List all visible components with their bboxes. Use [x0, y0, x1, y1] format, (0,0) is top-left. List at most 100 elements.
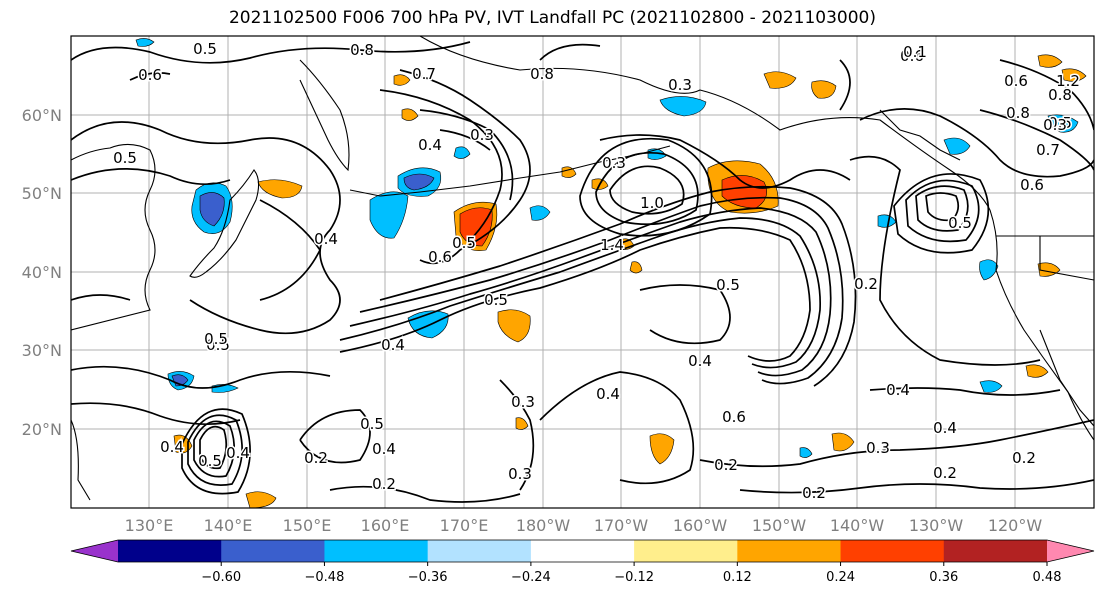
coastlines — [71, 36, 1094, 501]
pv-positive-region — [1025, 364, 1049, 378]
lat-label: 30°N — [22, 341, 62, 360]
colorbar-extend-max — [1047, 540, 1094, 562]
contour-label: 0.6 — [138, 66, 162, 84]
contour-label: 0.4 — [160, 438, 184, 456]
contour-label: 0.8 — [350, 41, 374, 59]
pv-negative-region — [199, 192, 225, 227]
typhoon-contour — [193, 420, 235, 478]
pv-negative-region — [135, 38, 155, 47]
contour-label: 0.4 — [933, 419, 957, 437]
contour-label: 0.2 — [802, 484, 826, 502]
pv-negative-region — [979, 380, 1003, 393]
pv-negative-region — [647, 148, 667, 160]
lon-label: 140°E — [204, 516, 253, 535]
contour-label: 0.4 — [314, 230, 338, 248]
lon-label: 180°W — [516, 516, 571, 535]
pv-positive-region — [257, 179, 303, 199]
pv-positive-region — [763, 71, 797, 89]
contour-label: 0.6 — [1020, 176, 1044, 194]
colorbar-tick-label: −0.60 — [201, 570, 241, 585]
ivt-plume-contour — [339, 226, 811, 362]
contour-label: 0.2 — [933, 464, 957, 482]
contour-label: 1.0 — [640, 194, 664, 212]
lon-label: 150°E — [283, 516, 332, 535]
pv-negative-region — [369, 191, 409, 239]
contour-label: 1.4 — [600, 236, 624, 254]
contour-label: 0.4 — [886, 381, 910, 399]
contour-label: 0.4 — [381, 336, 405, 354]
colorbar-swatch — [118, 540, 222, 562]
contour-label: 0.2 — [854, 275, 878, 293]
contour-label: 0.8 — [1048, 86, 1072, 104]
pv-positive-region — [515, 417, 529, 430]
low-center-contour — [893, 173, 990, 254]
contour-label: 0.6 — [428, 248, 452, 266]
low-center-contour — [925, 192, 960, 222]
colorbar-tick-label: 0.12 — [723, 570, 752, 585]
lon-label: 120°W — [988, 516, 1043, 535]
contour-label: 0.3 — [602, 154, 626, 172]
colorbar-tick-label: 0.24 — [826, 570, 855, 585]
low-center-contour — [595, 152, 699, 226]
low-center-contour — [915, 185, 969, 232]
pv-positive-region — [561, 166, 577, 178]
low-center-contour — [609, 165, 685, 215]
contour-label: 0.3 — [470, 126, 494, 144]
north-america-coastline — [989, 209, 1094, 441]
contour-label: 0.6 — [722, 408, 746, 426]
lat-label: 60°N — [22, 106, 62, 125]
contour-label: 0.5 — [716, 276, 740, 294]
pv-positive-region — [629, 261, 643, 274]
contour-label: 0.5 — [206, 336, 230, 354]
pv-positive-region — [393, 74, 411, 86]
contour-label: 0.7 — [412, 65, 436, 83]
colorbar-tick-label: −0.12 — [614, 570, 654, 585]
contour-label: 0.5 — [1048, 114, 1072, 132]
contour-label: 0.2 — [1012, 449, 1036, 467]
contour-label: 0.8 — [1006, 104, 1030, 122]
contour-label: 0.4 — [596, 385, 620, 403]
map-frame — [70, 35, 1095, 509]
contour-label: 0.5 — [113, 149, 137, 167]
lon-label: 160°W — [673, 516, 728, 535]
pv-negative-region — [403, 173, 435, 191]
contour-label: 0.6 — [1004, 72, 1028, 90]
pv-positive-region — [1061, 68, 1087, 82]
pv-positive-region — [497, 309, 531, 343]
contour-label: 0.7 — [1036, 141, 1060, 159]
pv-positive-region — [649, 433, 675, 465]
contour-label: 0.3 — [511, 393, 535, 411]
colorbar-swatch — [737, 540, 842, 562]
japan-coastline — [189, 169, 260, 278]
canada-islands — [879, 109, 961, 161]
contour-label: 1.2 — [1056, 72, 1080, 90]
contour-label: 0.4 — [418, 136, 442, 154]
lat-label: 20°N — [22, 420, 62, 439]
ivt-plume-contour — [349, 207, 832, 377]
colorbar-outline — [70, 539, 1095, 563]
ivt-plume-contour — [359, 196, 844, 385]
contour-label: 0.4 — [226, 444, 250, 462]
pv-positive-region — [1037, 54, 1063, 68]
pv-negative-region — [799, 447, 813, 458]
contour-label: 0.2 — [372, 475, 396, 493]
colorbar-swatch — [530, 540, 635, 562]
mexico-coastline — [1039, 329, 1094, 427]
lon-label: 150°W — [752, 516, 807, 535]
kamchatka-coastline — [299, 59, 350, 172]
ivt-plume-contour — [339, 217, 821, 369]
colorbar-swatch — [221, 540, 325, 562]
contour-label: 0.4 — [372, 440, 396, 458]
lon-label: 130°W — [909, 516, 964, 535]
colorbar-tick-label: −0.24 — [511, 570, 551, 585]
colorbar: −0.60 −0.48 −0.36 −0.24 −0.12 0.12 0.24 0.36 0.4… — [70, 539, 1095, 585]
colorbar-extend-min — [71, 540, 118, 562]
pv-positive-region — [831, 432, 855, 452]
pv-positive-region — [811, 80, 837, 99]
typhoon-contour — [181, 408, 251, 495]
aleutian-chain — [349, 145, 671, 197]
contour-label: 0.5 — [948, 214, 972, 232]
ivt-plume-contour — [599, 134, 851, 189]
alaska-coastline — [419, 36, 991, 211]
